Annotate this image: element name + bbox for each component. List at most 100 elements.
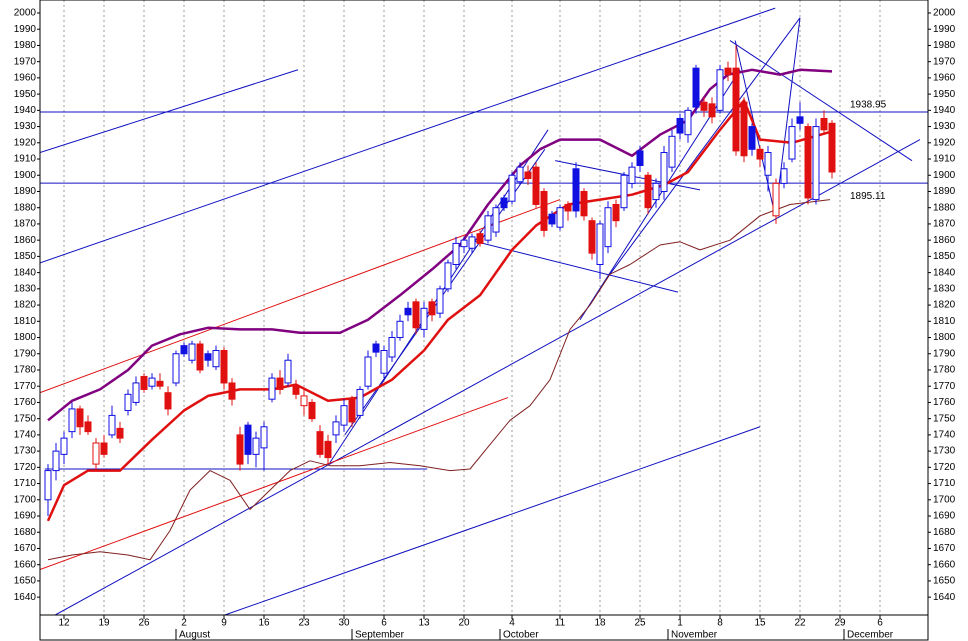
candle-body bbox=[612, 203, 620, 222]
candle-body bbox=[348, 398, 356, 423]
candle-body bbox=[788, 126, 796, 160]
candle-body bbox=[220, 350, 228, 384]
y-tick-label-right: 1890 bbox=[933, 186, 956, 197]
y-tick-label-left: 1640 bbox=[14, 592, 37, 603]
candle-body bbox=[228, 382, 236, 400]
candle-body bbox=[364, 356, 372, 387]
y-tick-label-left: 1910 bbox=[14, 154, 37, 165]
candle-body bbox=[700, 101, 708, 111]
y-tick-label-right: 1690 bbox=[933, 511, 956, 522]
candle-body bbox=[644, 174, 652, 209]
candle-body bbox=[668, 135, 676, 168]
y-tick-label-left: 1930 bbox=[14, 121, 37, 132]
y-tick-label-right: 1740 bbox=[933, 430, 956, 441]
candle-body bbox=[556, 207, 564, 228]
candle-body bbox=[156, 380, 164, 387]
candle-body bbox=[412, 301, 420, 329]
y-tick-label-right: 1710 bbox=[933, 478, 956, 489]
candle-body bbox=[804, 126, 812, 199]
candle-body bbox=[460, 239, 468, 248]
candle-body bbox=[540, 190, 548, 231]
trendline bbox=[40, 397, 509, 571]
y-tick-label-left: 1860 bbox=[14, 235, 37, 246]
y-tick-label-right: 1680 bbox=[933, 527, 956, 538]
y-tick-label-right: 1970 bbox=[933, 56, 956, 67]
month-label: December bbox=[847, 630, 894, 641]
y-tick-label-right: 1780 bbox=[933, 365, 956, 376]
y-tick-label-right: 1750 bbox=[933, 413, 956, 424]
y-tick-label-left: 1870 bbox=[14, 219, 37, 230]
x-tick-label: 11 bbox=[555, 618, 566, 629]
y-tick-label-right: 1660 bbox=[933, 559, 956, 570]
month-label: November bbox=[671, 630, 718, 641]
candle-body bbox=[164, 392, 172, 410]
candle-body bbox=[100, 442, 108, 455]
month-label: October bbox=[503, 630, 539, 641]
y-tick-label-right: 1860 bbox=[933, 235, 956, 246]
indicator-line bbox=[47, 199, 831, 561]
y-tick-label-right: 1650 bbox=[933, 576, 956, 587]
x-tick-label: 26 bbox=[138, 618, 150, 629]
x-tick-label: 23 bbox=[298, 618, 310, 629]
y-tick-label-left: 1690 bbox=[14, 511, 37, 522]
y-tick-label-right: 1640 bbox=[933, 592, 956, 603]
x-tick-label: 20 bbox=[458, 618, 470, 629]
candle-body bbox=[708, 103, 716, 118]
candle-body bbox=[204, 353, 212, 361]
candle-body bbox=[52, 450, 60, 472]
candle-body bbox=[292, 385, 300, 395]
candle-body bbox=[356, 388, 364, 416]
y-tick-label-right: 1810 bbox=[933, 316, 956, 327]
y-tick-label-left: 1790 bbox=[14, 348, 37, 359]
candle-body bbox=[444, 262, 452, 290]
candle-body bbox=[772, 182, 780, 217]
candle-body bbox=[68, 408, 76, 433]
y-tick-label-right: 1930 bbox=[933, 121, 956, 132]
x-tick-label: 4 bbox=[509, 618, 515, 629]
y-tick-label-right: 1800 bbox=[933, 332, 956, 343]
y-tick-label-right: 1940 bbox=[933, 105, 956, 116]
candle-body bbox=[308, 401, 316, 420]
y-tick-label-right: 1730 bbox=[933, 446, 956, 457]
candle-body bbox=[524, 171, 532, 179]
y-tick-label-left: 1680 bbox=[14, 527, 37, 538]
y-tick-label-right: 1820 bbox=[933, 300, 956, 311]
candle-body bbox=[548, 213, 556, 225]
y-tick-label-right: 1850 bbox=[933, 251, 956, 262]
candle-body bbox=[284, 359, 292, 384]
candle-body bbox=[196, 343, 204, 371]
y-tick-label-right: 1900 bbox=[933, 170, 956, 181]
plot-area bbox=[40, 0, 928, 615]
candle-body bbox=[716, 69, 724, 111]
candle-body bbox=[508, 174, 516, 202]
candle-body bbox=[732, 67, 740, 152]
x-axis-frame bbox=[39, 614, 929, 641]
candle-body bbox=[332, 421, 340, 436]
y-tick-label-left: 1730 bbox=[14, 446, 37, 457]
candle-body bbox=[340, 405, 348, 426]
y-tick-label-left: 1650 bbox=[14, 576, 37, 587]
x-tick-label: 8 bbox=[717, 618, 723, 629]
y-tick-label-left: 1850 bbox=[14, 251, 37, 262]
candle-body bbox=[244, 424, 252, 455]
y-tick-label-right: 1840 bbox=[933, 267, 956, 278]
y-tick-label-right: 1990 bbox=[933, 24, 956, 35]
y-tick-label-right: 1960 bbox=[933, 73, 956, 84]
y-tick-label-left: 1830 bbox=[14, 283, 37, 294]
candle-body bbox=[796, 116, 804, 124]
candle-body bbox=[428, 301, 436, 316]
y-tick-label-right: 1910 bbox=[933, 154, 956, 165]
candle-body bbox=[92, 442, 100, 465]
candle-body bbox=[676, 117, 684, 134]
candle-body bbox=[44, 470, 52, 501]
candle-body bbox=[300, 395, 308, 407]
x-tick-label: 6 bbox=[381, 618, 387, 629]
y-tick-label-right: 1880 bbox=[933, 202, 956, 213]
candle-body bbox=[324, 440, 332, 459]
x-tick-label: 22 bbox=[794, 618, 806, 629]
candle-body bbox=[564, 203, 572, 212]
y-tick-label-right: 1950 bbox=[933, 89, 956, 100]
month-label: August bbox=[179, 630, 210, 641]
candle-body bbox=[756, 148, 764, 160]
candle-body bbox=[532, 166, 540, 205]
